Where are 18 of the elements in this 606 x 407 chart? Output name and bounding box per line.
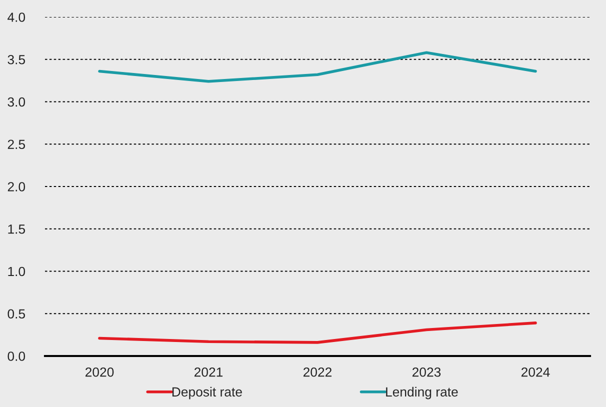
legend-label: Lending rate [386,386,458,400]
y-tick-label: 0.0 [8,352,26,361]
y-tick-label: 1.0 [8,266,26,276]
y-tick-label: 2.5 [8,140,26,150]
x-tick-label: 2022 [303,367,332,377]
y-tick-label: 0.5 [8,309,26,319]
legend-label: Deposit rate [172,386,242,400]
y-tick-label: 1.5 [8,224,26,234]
y-tick-label: 2.0 [8,182,26,192]
y-tick-label: 3.5 [8,54,26,64]
y-tick-label: 3.0 [8,97,26,107]
line-series [98,51,537,83]
x-tick-label: 2023 [412,367,441,377]
y-tick-label: 4.0 [8,12,26,22]
line-series [98,322,537,344]
x-tick-label: 2020 [85,367,114,377]
x-tick-label: 2024 [521,367,550,377]
x-tick-label: 2021 [194,367,223,377]
